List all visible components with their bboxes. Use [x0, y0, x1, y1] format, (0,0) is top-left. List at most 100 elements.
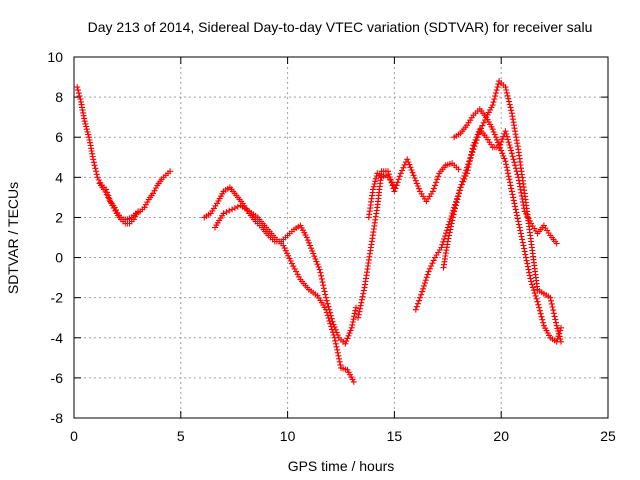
data-point — [327, 320, 334, 327]
data-point — [448, 220, 455, 227]
data-point — [550, 310, 557, 317]
data-point — [286, 255, 293, 262]
data-point — [92, 165, 99, 172]
data-point — [318, 275, 325, 282]
data-point — [448, 223, 454, 230]
data-point — [416, 297, 422, 304]
data-point — [479, 122, 486, 129]
data-point — [471, 143, 478, 150]
data-point — [349, 319, 356, 325]
data-point — [424, 271, 431, 278]
data-point — [503, 164, 510, 171]
data-point — [324, 300, 331, 307]
data-point — [537, 310, 544, 317]
data-point — [503, 87, 510, 93]
data-point — [351, 313, 358, 320]
data-point — [88, 148, 95, 154]
data-point — [321, 288, 328, 295]
data-point — [433, 179, 440, 186]
data-point — [350, 378, 357, 385]
data-point — [467, 155, 474, 162]
data-point — [509, 153, 516, 160]
data-point — [416, 185, 422, 192]
data-point — [445, 235, 452, 242]
data-point — [418, 291, 425, 298]
plot-frame — [73, 56, 609, 419]
data-point — [316, 266, 323, 273]
data-point — [391, 184, 398, 191]
data-point — [519, 239, 526, 246]
data-point — [296, 273, 302, 280]
data-point — [478, 125, 485, 132]
data-point — [323, 309, 330, 316]
y-tick-label: -8 — [51, 410, 64, 426]
data-point — [511, 200, 518, 207]
data-point — [330, 332, 337, 338]
data-point — [385, 168, 391, 175]
data-point — [373, 173, 380, 179]
data-point — [76, 93, 83, 100]
data-point — [317, 269, 324, 276]
data-point — [315, 263, 322, 270]
data-point — [518, 233, 525, 240]
ticks — [73, 56, 609, 419]
data-point — [493, 136, 500, 143]
data-point — [142, 201, 149, 208]
data-point — [508, 185, 515, 192]
data-point — [409, 169, 416, 176]
data-point — [449, 217, 456, 224]
data-point — [510, 156, 517, 163]
data-point — [421, 282, 427, 289]
data-point — [501, 155, 508, 162]
data-point — [399, 167, 406, 174]
data-point — [536, 307, 543, 314]
data-point — [509, 116, 516, 123]
data-point — [493, 87, 500, 94]
data-point — [557, 327, 564, 334]
data-point — [548, 300, 555, 307]
data-point — [497, 144, 504, 151]
data-point — [151, 187, 158, 194]
data-point — [532, 292, 539, 299]
data-point — [81, 115, 88, 122]
data-point — [444, 238, 451, 245]
data-point — [504, 167, 511, 174]
data-point — [476, 128, 483, 135]
data-point — [506, 98, 512, 105]
y-tick-label: 4 — [55, 169, 63, 185]
data-point — [108, 199, 114, 206]
data-point — [540, 319, 547, 326]
data-point — [458, 181, 465, 188]
data-point — [489, 126, 496, 133]
data-point — [530, 287, 537, 294]
data-point — [514, 140, 521, 147]
data-point — [509, 191, 516, 198]
data-point — [504, 92, 511, 99]
data-point — [344, 335, 351, 342]
data-point — [491, 131, 498, 138]
x-tick-label: 0 — [70, 428, 78, 444]
data-point — [85, 131, 92, 138]
data-point — [358, 299, 365, 306]
data-point — [392, 185, 399, 192]
data-point — [553, 240, 560, 247]
data-point — [520, 242, 527, 249]
data-point — [322, 291, 329, 298]
y-tick-label: 10 — [47, 49, 63, 65]
data-point — [413, 303, 420, 310]
data-point — [539, 316, 546, 323]
data-point — [396, 173, 403, 180]
data-point — [503, 89, 510, 96]
data-point — [79, 107, 86, 114]
data-point — [334, 349, 341, 356]
data-point — [534, 298, 541, 305]
data-point — [556, 330, 563, 337]
data-point — [528, 278, 535, 285]
data-point — [511, 125, 518, 132]
data-point — [453, 199, 460, 206]
data-point — [285, 252, 292, 259]
data-point — [106, 197, 113, 204]
data-point — [521, 248, 528, 255]
data-point — [291, 265, 298, 272]
data-point — [412, 177, 419, 184]
